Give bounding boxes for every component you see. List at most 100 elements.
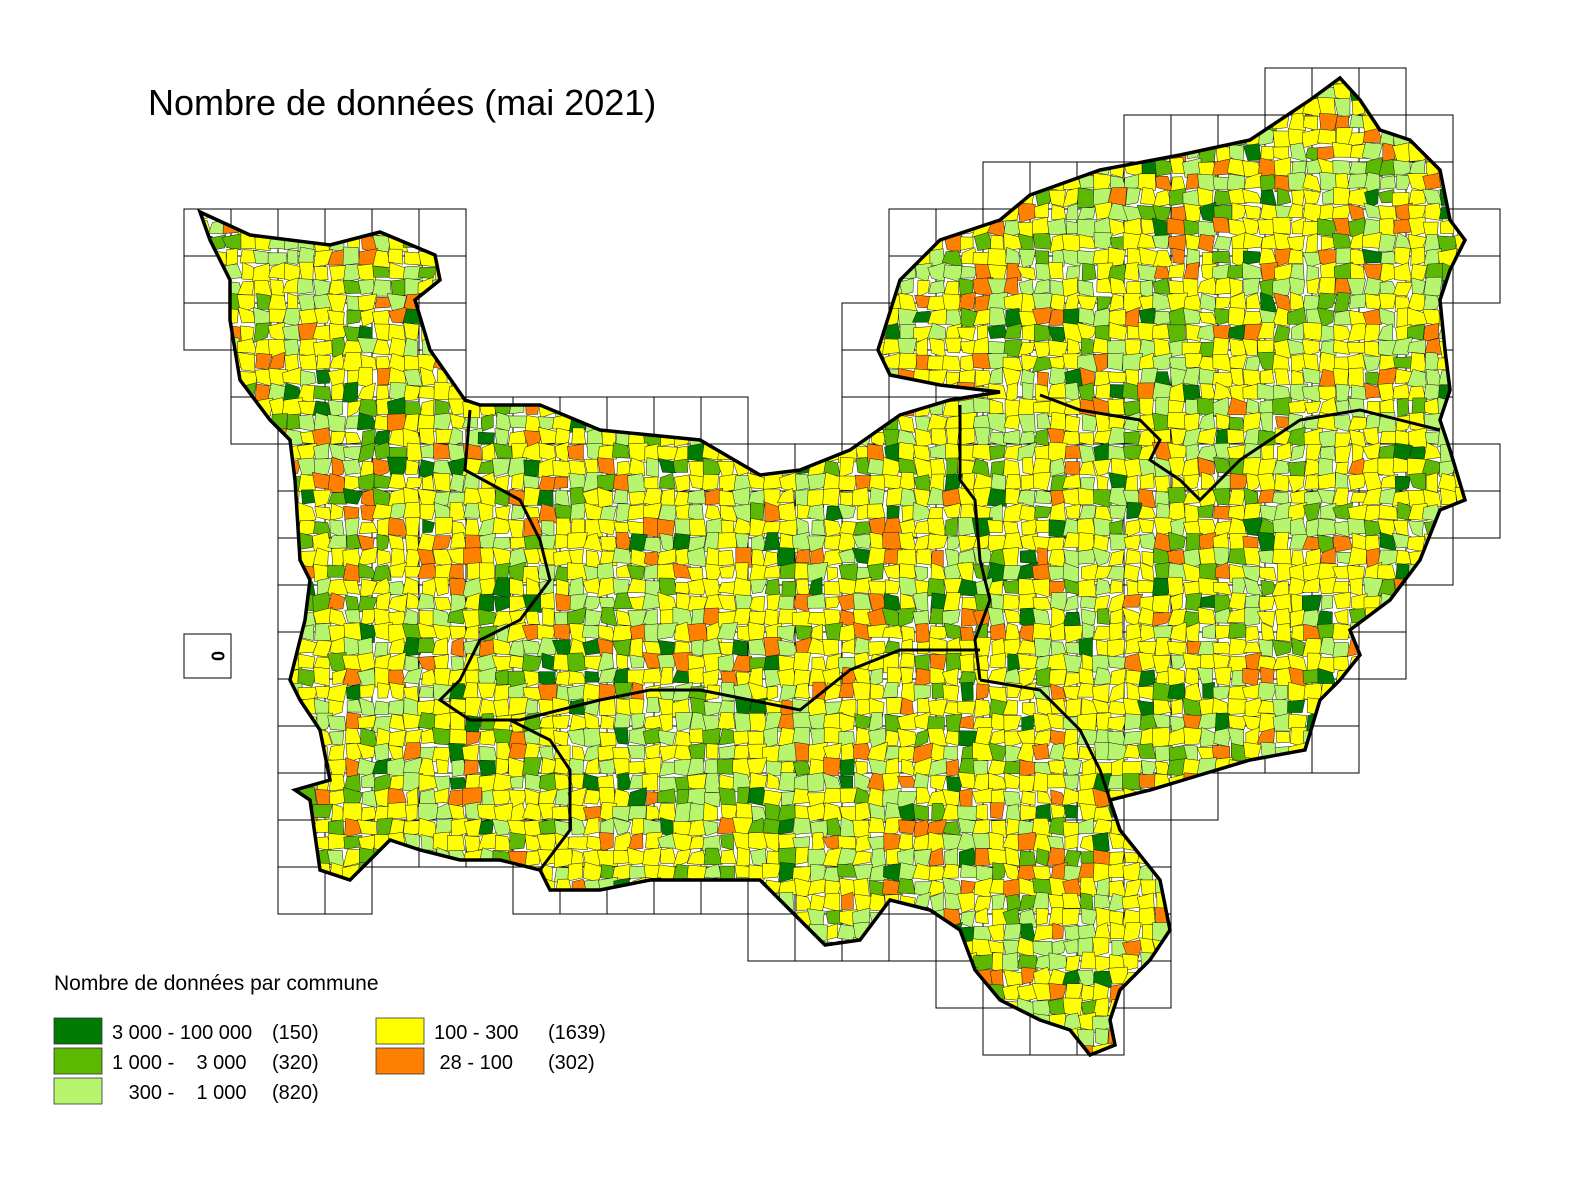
commune bbox=[1213, 235, 1232, 251]
commune bbox=[1423, 774, 1439, 792]
commune bbox=[688, 412, 704, 428]
commune bbox=[598, 143, 615, 163]
commune bbox=[1126, 78, 1141, 86]
commune bbox=[1391, 337, 1413, 356]
commune bbox=[1393, 219, 1413, 234]
commune bbox=[327, 715, 347, 731]
commune bbox=[600, 247, 614, 268]
commune bbox=[583, 293, 600, 313]
commune bbox=[373, 173, 393, 193]
commune bbox=[656, 248, 675, 267]
commune bbox=[1003, 177, 1022, 192]
commune bbox=[1272, 847, 1293, 866]
commune bbox=[1302, 669, 1320, 684]
commune bbox=[657, 205, 674, 223]
commune bbox=[1287, 248, 1304, 264]
commune bbox=[674, 158, 689, 179]
commune bbox=[611, 442, 630, 459]
commune bbox=[989, 86, 1004, 103]
commune bbox=[1004, 78, 1021, 87]
commune bbox=[283, 698, 300, 717]
commune bbox=[779, 368, 795, 384]
commune bbox=[1259, 596, 1276, 611]
commune bbox=[200, 831, 208, 853]
commune bbox=[461, 849, 484, 866]
commune bbox=[1451, 624, 1465, 641]
commune bbox=[747, 621, 765, 641]
commune bbox=[1168, 234, 1187, 252]
commune bbox=[1137, 836, 1153, 852]
commune bbox=[480, 307, 498, 328]
commune bbox=[808, 206, 826, 222]
commune bbox=[1454, 144, 1465, 162]
commune bbox=[387, 744, 404, 761]
commune bbox=[312, 489, 332, 508]
commune bbox=[1258, 81, 1277, 102]
commune bbox=[717, 84, 736, 98]
commune bbox=[735, 367, 753, 388]
commune bbox=[987, 848, 1007, 865]
commune bbox=[1152, 97, 1171, 117]
commune bbox=[795, 263, 813, 282]
commune bbox=[825, 505, 843, 524]
commune bbox=[1377, 382, 1395, 401]
commune bbox=[1017, 221, 1037, 238]
commune bbox=[1457, 322, 1465, 339]
commune bbox=[838, 158, 856, 174]
commune bbox=[794, 83, 811, 100]
commune bbox=[1334, 608, 1349, 625]
commune bbox=[824, 236, 841, 250]
commune bbox=[1411, 277, 1426, 298]
commune bbox=[1123, 431, 1141, 446]
commune bbox=[522, 173, 543, 193]
commune bbox=[792, 190, 813, 208]
commune bbox=[1393, 594, 1414, 611]
commune bbox=[687, 622, 709, 643]
commune bbox=[1153, 82, 1173, 103]
commune bbox=[931, 127, 947, 144]
commune bbox=[466, 307, 484, 328]
commune bbox=[1289, 771, 1306, 792]
commune bbox=[1394, 863, 1411, 883]
commune bbox=[1378, 233, 1397, 252]
commune bbox=[1392, 113, 1411, 131]
commune bbox=[1202, 681, 1215, 699]
commune bbox=[1077, 487, 1097, 506]
commune bbox=[749, 387, 766, 402]
commune bbox=[1334, 700, 1351, 717]
commune bbox=[224, 609, 243, 629]
commune bbox=[266, 625, 285, 642]
commune bbox=[930, 187, 945, 207]
commune bbox=[660, 847, 677, 864]
commune bbox=[1242, 262, 1263, 280]
commune bbox=[492, 337, 513, 357]
commune bbox=[1183, 848, 1203, 868]
commune bbox=[1183, 294, 1203, 311]
commune bbox=[777, 397, 798, 418]
commune bbox=[1047, 112, 1068, 134]
commune bbox=[1289, 833, 1306, 851]
commune bbox=[1319, 833, 1339, 850]
commune bbox=[1349, 729, 1367, 748]
commune bbox=[1407, 610, 1425, 628]
commune bbox=[749, 307, 768, 329]
commune bbox=[1288, 276, 1306, 297]
commune bbox=[1406, 711, 1426, 732]
commune bbox=[1316, 307, 1335, 328]
commune bbox=[687, 112, 708, 131]
commune bbox=[945, 309, 963, 328]
commune bbox=[301, 143, 319, 163]
commune bbox=[659, 713, 673, 734]
commune bbox=[748, 280, 765, 296]
commune bbox=[1305, 821, 1321, 837]
commune bbox=[1064, 461, 1081, 477]
commune bbox=[732, 337, 753, 357]
commune bbox=[252, 444, 272, 462]
commune bbox=[1152, 234, 1170, 250]
commune bbox=[1260, 369, 1275, 384]
commune bbox=[1334, 432, 1353, 448]
commune bbox=[986, 519, 1003, 533]
commune bbox=[344, 727, 363, 745]
commune bbox=[1301, 863, 1322, 882]
commune bbox=[1035, 127, 1052, 146]
